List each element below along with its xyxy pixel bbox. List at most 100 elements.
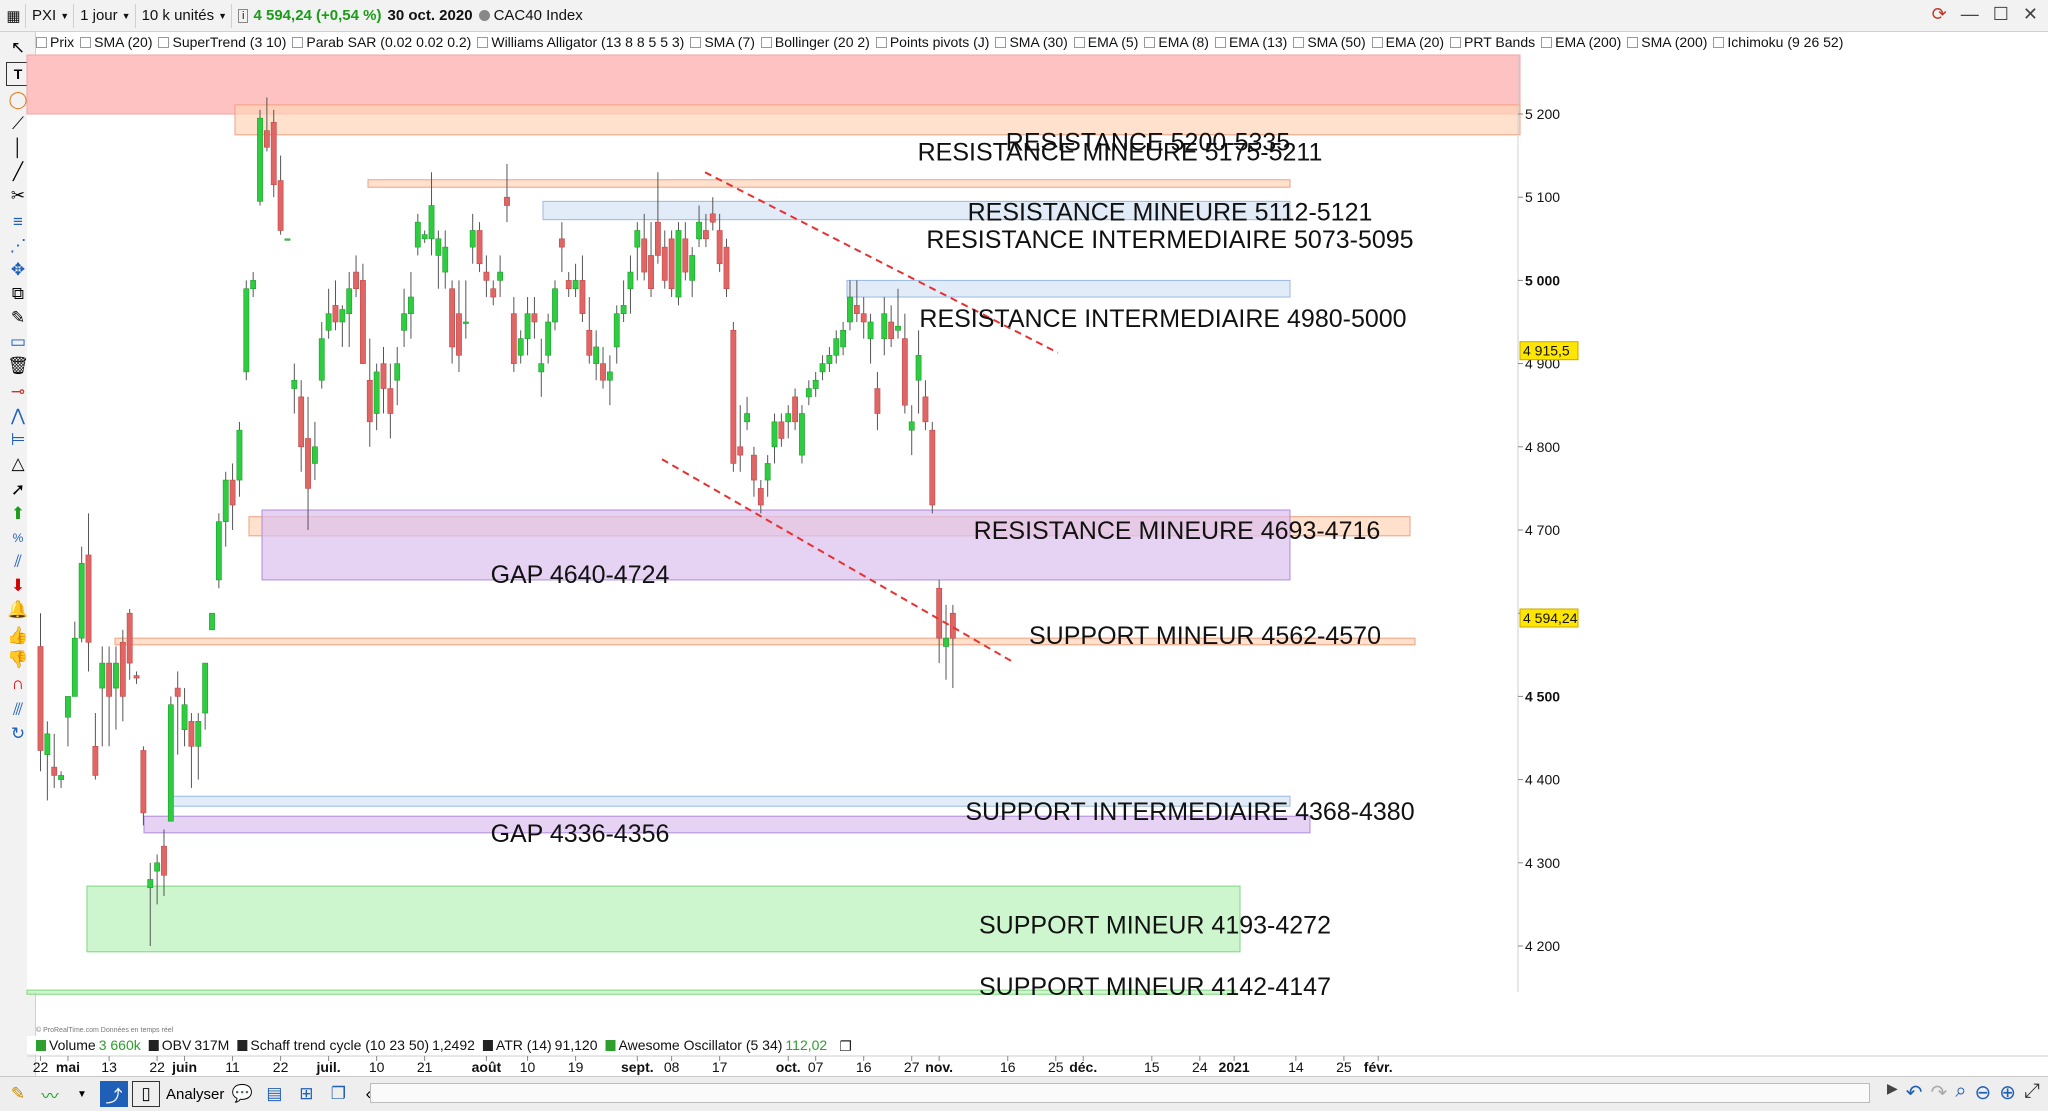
- indicator-toggle[interactable]: EMA (13): [1214, 34, 1287, 50]
- pattern-icon[interactable]: ⋀: [11, 406, 25, 425]
- percent-icon[interactable]: %: [12, 531, 24, 545]
- redo-icon[interactable]: ↷: [1930, 1082, 1948, 1104]
- checkbox-icon[interactable]: [1450, 36, 1462, 48]
- parallel-lines-icon[interactable]: ⫻: [12, 700, 24, 719]
- magnet-icon[interactable]: ∩: [11, 674, 25, 693]
- checkbox-icon[interactable]: [1541, 36, 1553, 48]
- lower-indicator-label[interactable]: Volume: [49, 1037, 96, 1053]
- chart-type-icon[interactable]: 〰: [41, 1086, 59, 1106]
- indicator-toggle[interactable]: SMA (50): [1293, 34, 1366, 50]
- indicator-toggle[interactable]: EMA (20): [1371, 34, 1444, 50]
- down-arrow-icon[interactable]: ⬇: [10, 576, 26, 595]
- segment-tool-icon[interactable]: ⟋: [12, 114, 24, 133]
- thumb-down-icon[interactable]: 👎: [7, 650, 29, 669]
- cycle-icon[interactable]: ↻: [10, 724, 26, 743]
- draw-icon[interactable]: ✎: [10, 1084, 26, 1103]
- indicator-toggle[interactable]: PRT Bands: [1450, 34, 1535, 50]
- maximize-icon[interactable]: ☐: [1992, 4, 2009, 24]
- indicator-toggle[interactable]: Prix: [36, 34, 74, 50]
- triangle-icon[interactable]: △: [11, 454, 25, 473]
- lower-indicator-label[interactable]: ATR (14): [496, 1037, 552, 1053]
- zoom-out-icon[interactable]: ⊖: [1974, 1082, 1992, 1104]
- zoom-in-icon[interactable]: ⊕: [1999, 1082, 2016, 1104]
- minimize-icon[interactable]: —: [1960, 4, 1979, 24]
- checkbox-icon[interactable]: [1214, 36, 1226, 48]
- refresh-icon[interactable]: ⟳: [1931, 4, 1947, 24]
- line-tool-icon[interactable]: ╱: [12, 162, 24, 181]
- screener-icon[interactable]: ▤: [266, 1084, 283, 1103]
- vertical-line-icon[interactable]: │: [12, 138, 24, 157]
- scroll-right-icon[interactable]: ▶: [1886, 1080, 1898, 1096]
- checkbox-icon[interactable]: [760, 36, 772, 48]
- indicator-toggle[interactable]: SMA (7): [690, 34, 755, 50]
- indicator-toggle[interactable]: SMA (200): [1627, 34, 1707, 50]
- channel-icon[interactable]: ⫽: [14, 552, 22, 571]
- candle: [366, 379, 373, 423]
- fullscreen-icon[interactable]: ⤢: [2024, 1080, 2040, 1102]
- trash-icon[interactable]: 🗑: [7, 356, 29, 375]
- indicator-toggle[interactable]: EMA (8): [1144, 34, 1209, 50]
- checkbox-icon[interactable]: [875, 36, 887, 48]
- candle: [860, 313, 867, 323]
- lower-indicator-label[interactable]: Schaff trend cycle (10 23 50): [250, 1037, 429, 1053]
- rectangle-tool-icon[interactable]: ▭: [9, 332, 27, 351]
- horizontal-line-icon[interactable]: ⊸: [10, 382, 26, 401]
- window-icon[interactable]: ❐: [330, 1084, 346, 1103]
- lower-indicator-label[interactable]: OBV: [162, 1037, 192, 1053]
- checkbox-icon[interactable]: [1144, 36, 1156, 48]
- grid-icon[interactable]: ▦: [2, 3, 26, 28]
- checkbox-icon[interactable]: [1371, 36, 1383, 48]
- checkbox-icon[interactable]: [292, 36, 304, 48]
- indicator-toggle[interactable]: SMA (30): [995, 34, 1068, 50]
- checkbox-icon[interactable]: [1713, 36, 1725, 48]
- share-icon[interactable]: ⤴: [100, 1081, 128, 1107]
- pencil-icon[interactable]: ✎: [10, 308, 26, 327]
- thumb-up-icon[interactable]: 👍: [7, 626, 29, 645]
- copy-icon[interactable]: ⧉: [11, 284, 25, 303]
- checkbox-icon[interactable]: [995, 36, 1007, 48]
- symbol-selector[interactable]: PXI ▼: [28, 3, 75, 28]
- window-icon[interactable]: ❐: [839, 1039, 852, 1055]
- up-arrow-icon[interactable]: ⬆: [10, 504, 26, 523]
- fan-icon[interactable]: ⋰: [9, 236, 27, 255]
- cursor-icon[interactable]: ↖: [10, 38, 26, 57]
- chevron-down-icon[interactable]: ▼: [77, 1088, 87, 1100]
- horizontal-scrollbar[interactable]: [370, 1083, 1870, 1103]
- indicator-toggle[interactable]: EMA (5): [1073, 34, 1138, 50]
- checkbox-icon[interactable]: [80, 36, 92, 48]
- chat-icon[interactable]: 💬: [231, 1084, 253, 1103]
- period-selector[interactable]: 1 jour ▼: [76, 3, 136, 28]
- arrow-tool-icon[interactable]: ➚: [10, 480, 26, 499]
- ellipse-tool-icon[interactable]: ◯: [8, 90, 28, 109]
- checkbox-icon[interactable]: [36, 36, 47, 48]
- indicator-toggle[interactable]: SMA (20): [80, 34, 152, 50]
- indicator-toggle[interactable]: Ichimoku (9 26 52): [1713, 34, 1843, 50]
- analyser-button[interactable]: Analyser: [166, 1085, 225, 1103]
- move-icon[interactable]: ✥: [10, 260, 26, 279]
- tools-icon[interactable]: ✂: [10, 186, 26, 205]
- checkbox-icon[interactable]: [1293, 36, 1305, 48]
- fibo-extension-icon[interactable]: ⊨: [10, 430, 26, 449]
- checkbox-icon[interactable]: [158, 36, 170, 48]
- fibonacci-icon[interactable]: ≡: [13, 212, 23, 231]
- indicator-toggle[interactable]: Points pivots (J): [875, 34, 989, 50]
- bell-icon[interactable]: 🔔: [7, 600, 29, 619]
- zoom-fit-icon[interactable]: ⌕: [1955, 1080, 1967, 1102]
- indicator-toggle[interactable]: Bollinger (20 2): [760, 34, 870, 50]
- undo-icon[interactable]: ↶: [1905, 1082, 1923, 1104]
- panel-icon[interactable]: ▯: [132, 1081, 160, 1107]
- indicator-toggle[interactable]: Parab SAR (0.02 0.02 0.2): [292, 34, 471, 50]
- lower-indicator-label[interactable]: Awesome Oscillator (5 34): [619, 1037, 783, 1053]
- checkbox-icon[interactable]: [1073, 36, 1085, 48]
- indicator-toggle[interactable]: Williams Alligator (13 8 8 5 5 3): [477, 34, 684, 50]
- indicator-toggle[interactable]: EMA (200): [1541, 34, 1621, 50]
- checkbox-icon[interactable]: [477, 36, 489, 48]
- units-selector[interactable]: 10 k unités ▼: [138, 3, 233, 28]
- info-icon[interactable]: i: [238, 8, 249, 23]
- close-icon[interactable]: ✕: [2022, 4, 2038, 24]
- checkbox-icon[interactable]: [690, 36, 702, 48]
- layout-icon[interactable]: ⊞: [299, 1084, 314, 1103]
- checkbox-icon[interactable]: [1627, 36, 1639, 48]
- indicator-toggle[interactable]: SuperTrend (3 10): [158, 34, 286, 50]
